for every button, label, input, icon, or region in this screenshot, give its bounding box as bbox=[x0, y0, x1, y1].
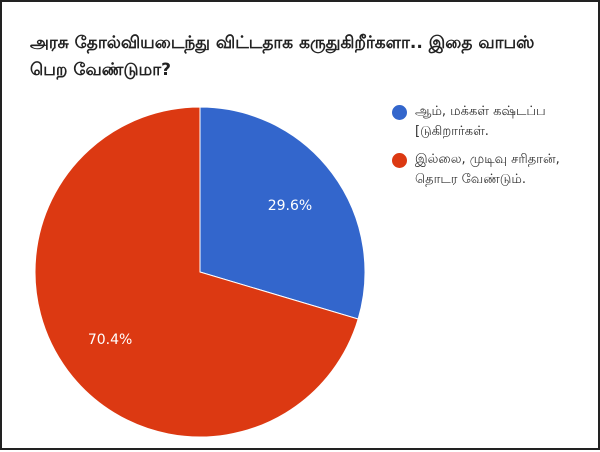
legend-item-no: இல்லை, முடிவு சரிதான்,தொடர வேண்டும். bbox=[392, 150, 582, 190]
pie-slice bbox=[199, 106, 366, 320]
legend-swatch bbox=[392, 153, 407, 168]
pie-slice bbox=[34, 106, 359, 438]
legend-label: இல்லை, முடிவு சரிதான்,தொடர வேண்டும். bbox=[415, 152, 560, 187]
slice-label: 70.4% bbox=[88, 332, 132, 348]
legend-label: ஆம், மக்கள் கஷ்டப்ப[டுகிறார்கள். bbox=[415, 104, 546, 139]
legend: ஆம், மக்கள் கஷ்டப்ப[டுகிறார்கள். இல்லை, … bbox=[392, 102, 582, 198]
legend-item-yes: ஆம், மக்கள் கஷ்டப்ப[டுகிறார்கள். bbox=[392, 102, 582, 142]
chart-title: அரசு தோல்வியடைந்து விட்டதாக கருதுகிறீர்க… bbox=[30, 33, 535, 80]
legend-swatch bbox=[392, 105, 407, 120]
slice-label: 29.6% bbox=[268, 198, 312, 214]
